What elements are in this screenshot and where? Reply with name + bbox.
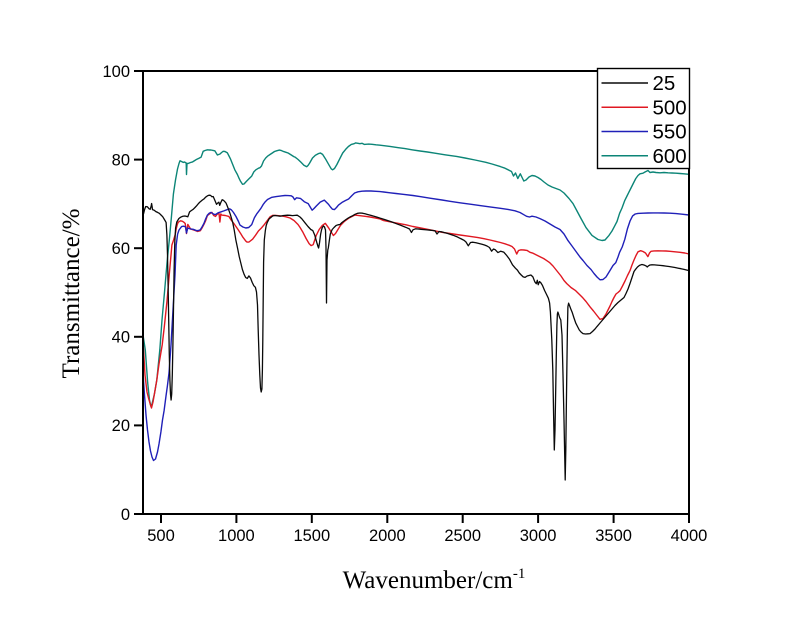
svg-text:100: 100 xyxy=(102,63,130,81)
svg-text:1500: 1500 xyxy=(293,527,330,545)
svg-text:1000: 1000 xyxy=(218,527,255,545)
svg-text:4000: 4000 xyxy=(671,527,708,545)
svg-text:80: 80 xyxy=(112,151,130,169)
svg-text:20: 20 xyxy=(112,417,130,435)
svg-text:3000: 3000 xyxy=(520,527,557,545)
svg-text:60: 60 xyxy=(112,240,130,258)
svg-text:Wavenumber/cm-1: Wavenumber/cm-1 xyxy=(343,566,526,594)
svg-text:500: 500 xyxy=(147,527,175,545)
svg-text:2000: 2000 xyxy=(369,527,406,545)
svg-text:Transmittance/%: Transmittance/% xyxy=(58,209,85,379)
svg-text:40: 40 xyxy=(112,329,130,347)
svg-text:25: 25 xyxy=(653,72,676,95)
svg-text:500: 500 xyxy=(653,97,687,120)
svg-text:600: 600 xyxy=(653,145,687,168)
svg-text:0: 0 xyxy=(121,506,130,524)
svg-text:550: 550 xyxy=(653,121,687,144)
svg-text:3500: 3500 xyxy=(595,527,632,545)
svg-text:2500: 2500 xyxy=(444,527,481,545)
